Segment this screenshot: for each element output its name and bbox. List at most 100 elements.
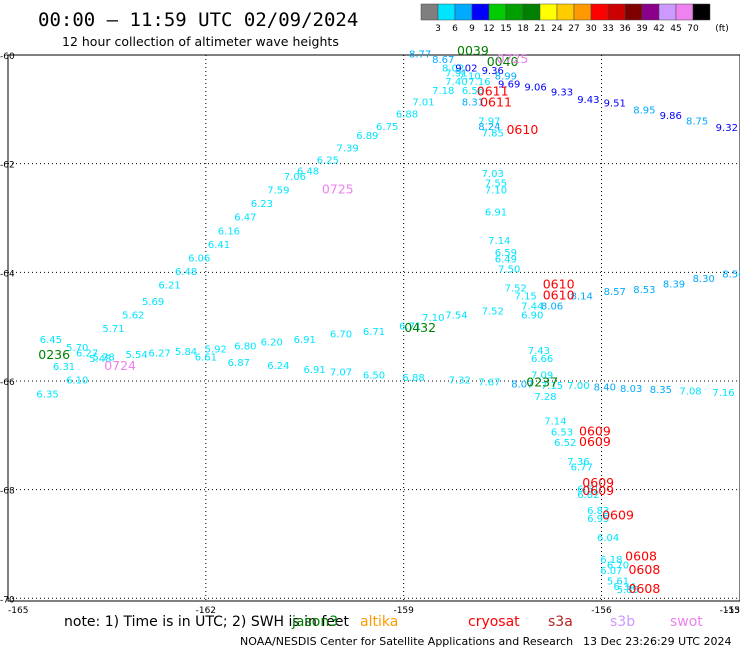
- pass-time-label: 0432: [404, 320, 436, 335]
- pass-time-label: 0725: [322, 182, 354, 197]
- colorbar-tick-label: 18: [517, 24, 529, 34]
- swh-value-label: 6.88: [396, 109, 418, 120]
- x-tick-label: -162: [196, 606, 216, 616]
- colorbar-swatch: [573, 3, 592, 21]
- x-tick-label: -156: [591, 606, 612, 616]
- swh-value-label: 6.89: [356, 131, 378, 142]
- swh-value-label: 6.52: [554, 438, 576, 449]
- swh-value-label: 6.24: [267, 361, 289, 372]
- swh-value-label: 6.41: [208, 240, 230, 251]
- colorbar-tick-label: 21: [534, 24, 545, 34]
- swh-value-label: 8.99: [495, 71, 517, 82]
- swh-value-label: 5.48: [89, 354, 111, 365]
- colorbar-tick-label: 6: [452, 24, 458, 34]
- swh-value-label: 6.91: [485, 207, 507, 218]
- swh-value-label: 6.90: [521, 310, 543, 321]
- colorbar-swatch: [692, 3, 711, 21]
- colorbar-swatch: [505, 3, 524, 21]
- colorbar-tick-label: 12: [483, 24, 494, 34]
- swh-value-label: 6.25: [317, 156, 339, 167]
- swh-value-label: 6.10: [66, 376, 88, 387]
- swh-value-label: 7.91: [445, 69, 467, 80]
- swh-value-label: 6.61: [195, 352, 217, 363]
- swh-value-label: 8.39: [663, 280, 685, 291]
- satellite-legend-entry: swot: [670, 614, 703, 630]
- pass-time-label: 0236: [38, 347, 70, 362]
- colorbar: 3 6 9 12 15 18 21 24 27 30 33 36 39 42 45 70 (ft): [420, 3, 729, 34]
- pass-time-label: 0725: [497, 51, 529, 66]
- swh-value-label: 6.45: [40, 335, 62, 346]
- swh-value-label: 7.15: [515, 291, 537, 302]
- swh-value-label: 6.71: [399, 321, 421, 332]
- swh-value-label: 9.32: [716, 123, 738, 134]
- swh-value-label: 6.21: [158, 281, 180, 292]
- swh-value-label: 8.31: [462, 98, 484, 109]
- swh-value-label: 6.70: [607, 560, 629, 571]
- colorbar-tick-label: 27: [568, 24, 579, 34]
- colorbar-tick-label: 3: [435, 24, 441, 34]
- swh-value-label: 9.33: [551, 88, 573, 99]
- satellite-legend-entry: s3b: [610, 614, 635, 630]
- swh-value-label: 7.32: [449, 376, 471, 387]
- chart-subtitle: 12 hour collection of altimeter wave hei…: [62, 34, 339, 49]
- colorbar-tick-label: 45: [670, 24, 681, 34]
- colorbar-swatch: [607, 3, 626, 21]
- colorbar-tick-label: 39: [636, 24, 648, 34]
- plot-frame: [7, 54, 740, 602]
- colorbar-tick-label: 30: [585, 24, 597, 34]
- y-tick-label: -60: [0, 52, 15, 62]
- satellite-legend-entry: cryosat: [468, 614, 520, 630]
- swh-value-label: 8.35: [650, 385, 672, 396]
- colorbar-tick-label: 42: [653, 24, 664, 34]
- swh-value-label: 7.15: [541, 381, 563, 392]
- axis-ticks: -165 -162 -159 -156 -153-15 -60 -62 -64 -66 -68 -7…: [0, 52, 740, 616]
- pass-time-label: 0608: [628, 562, 660, 577]
- swh-value-label: 6.27: [76, 349, 98, 360]
- y-tick-label: -64: [0, 269, 15, 279]
- swh-value-label: 6.50: [363, 370, 385, 381]
- swh-value-label: 6.71: [363, 327, 385, 338]
- swh-value-label: 5.85: [617, 585, 639, 596]
- swh-value-label: 5.54: [125, 350, 147, 361]
- colorbar-tick-label: 15: [500, 24, 511, 34]
- swh-value-label: 7.00: [567, 381, 589, 392]
- y-tick-label: -62: [0, 161, 15, 171]
- swh-value-label: 6.20: [261, 338, 283, 349]
- pass-time-label: 0610: [543, 277, 575, 292]
- swh-value-label: 8.02: [442, 63, 464, 74]
- swh-value-label: 5.71: [102, 324, 124, 335]
- colorbar-swatch: [454, 3, 473, 21]
- swh-value-label: 6.06: [188, 253, 210, 264]
- pass-time-label: 0609: [582, 483, 614, 498]
- swh-value-label: 7.43: [528, 346, 550, 357]
- swh-value-label: 9.51: [604, 99, 626, 110]
- pass-labels: 0039004007250611061106100041072506100610…: [38, 43, 660, 596]
- swh-value-label: 5.62: [122, 310, 144, 321]
- swh-value-label: 6.16: [218, 226, 240, 237]
- swh-value-label: 8.14: [571, 291, 593, 302]
- footer-timestamp: 13 Dec 23:26:29 UTC 2024: [583, 635, 731, 648]
- swh-value-label: 6.56: [462, 86, 484, 97]
- pass-time-label: 0609: [579, 423, 611, 438]
- colorbar-tick-label: 70: [687, 24, 699, 34]
- swh-value-label: 7.44: [521, 301, 543, 312]
- swh-value-label: 7.14: [488, 236, 510, 247]
- swh-value-label: 7.09: [531, 370, 553, 381]
- swh-value-label: 5.92: [205, 345, 227, 356]
- swh-value-label: 6.91: [304, 365, 326, 376]
- swh-value-label: 6.70: [330, 330, 352, 341]
- colorbar-swatch: [488, 3, 507, 21]
- swh-value-label: 8.67: [432, 55, 454, 66]
- pass-time-label: 0724: [104, 358, 136, 373]
- pass-time-label: 0039: [457, 43, 489, 58]
- swh-value-label: 7.55: [485, 178, 507, 189]
- swh-value-label: 6.83: [587, 506, 609, 517]
- colorbar-tick-label: 33: [602, 24, 613, 34]
- swh-value-label: 5.78: [92, 352, 114, 363]
- chart-title: 00:00 – 11:59 UTC 02/09/2024: [38, 9, 358, 31]
- swh-value-label: 6.82: [577, 490, 599, 501]
- colorbar-swatch: [437, 3, 456, 21]
- swh-value-label: 8.30: [693, 274, 715, 285]
- colorbar-swatch: [420, 3, 439, 21]
